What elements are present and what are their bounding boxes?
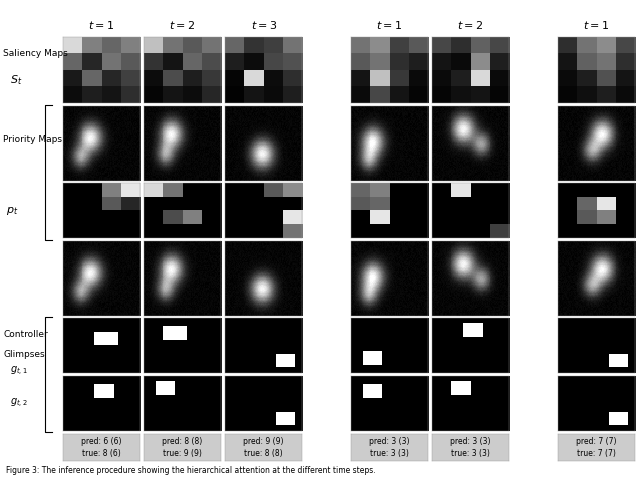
Text: Priority Maps: Priority Maps [3, 135, 62, 144]
Text: pred: 7 (7)
true: 7 (7): pred: 7 (7) true: 7 (7) [576, 437, 616, 458]
Text: pred: 3 (3)
true: 3 (3): pred: 3 (3) true: 3 (3) [451, 437, 491, 458]
Text: Figure 3: The inference procedure showing the hierarchical attention at the diff: Figure 3: The inference procedure showin… [6, 466, 376, 475]
Text: $S_t$: $S_t$ [10, 73, 22, 87]
Text: $t = 1$: $t = 1$ [88, 19, 115, 31]
Text: $t = 2$: $t = 2$ [458, 19, 483, 31]
Text: $t = 2$: $t = 2$ [170, 19, 195, 31]
Text: $t = 1$: $t = 1$ [583, 19, 609, 31]
Text: $p_t$: $p_t$ [6, 205, 19, 217]
Text: $t = 1$: $t = 1$ [376, 19, 403, 31]
Text: pred: 8 (8)
true: 9 (9): pred: 8 (8) true: 9 (9) [163, 437, 203, 458]
Text: $g_{t,2}$: $g_{t,2}$ [10, 396, 28, 410]
Text: $g_{t,1}$: $g_{t,1}$ [10, 365, 28, 378]
Text: Saliency Maps: Saliency Maps [3, 48, 68, 58]
Text: Glimpses: Glimpses [3, 350, 45, 359]
Text: $t = 3$: $t = 3$ [250, 19, 276, 31]
Text: pred: 9 (9)
true: 8 (8): pred: 9 (9) true: 8 (8) [243, 437, 284, 458]
Text: pred: 3 (3)
true: 3 (3): pred: 3 (3) true: 3 (3) [369, 437, 410, 458]
Text: Controller: Controller [3, 330, 48, 339]
Text: pred: 6 (6)
true: 8 (6): pred: 6 (6) true: 8 (6) [81, 437, 122, 458]
